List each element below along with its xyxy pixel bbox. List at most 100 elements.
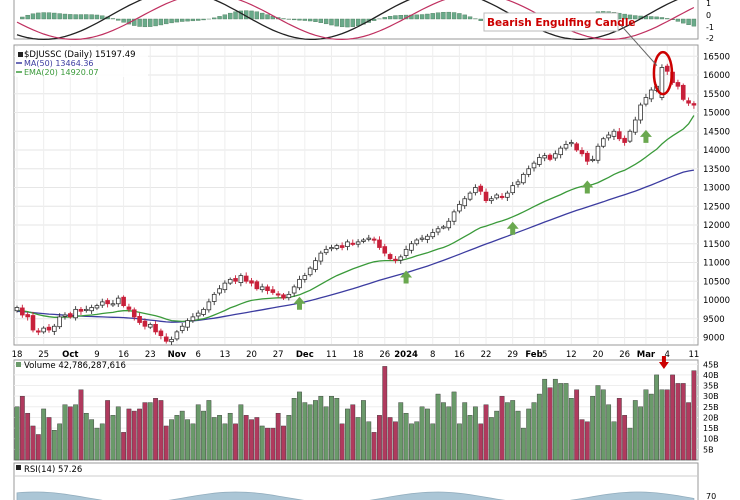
macd-histogram-bar: [435, 12, 441, 20]
candle-body: [281, 294, 286, 299]
annotation-box: [483, 12, 619, 32]
candle-body: [206, 301, 212, 311]
candle-body: [393, 258, 398, 262]
volume-bar: [393, 421, 398, 461]
volume-bar: [142, 402, 148, 461]
macd-histogram-bar: [627, 14, 633, 20]
volume-bar: [611, 421, 617, 461]
macd-histogram-bar: [52, 12, 57, 20]
up-arrow: [639, 129, 652, 143]
volume-bar: [675, 383, 681, 461]
macd-histogram-bar: [153, 18, 158, 27]
volume-bar: [686, 402, 691, 461]
x-tick-label: 18: [12, 350, 23, 360]
candle-body: [483, 191, 489, 202]
candle-body: [14, 307, 20, 312]
candle-body: [131, 309, 137, 318]
candle-body: [147, 323, 153, 328]
volume-bar: [329, 395, 334, 461]
volume-bar: [568, 398, 574, 461]
volume-bar: [46, 417, 52, 461]
volume-bar: [163, 425, 169, 461]
candle-body: [489, 198, 494, 202]
candle-body: [691, 103, 697, 106]
candle-body: [467, 192, 473, 200]
macd-histogram-bar: [89, 14, 94, 20]
price-tick-label: 9500: [703, 315, 725, 325]
candle-body: [414, 239, 420, 245]
candle-body: [174, 331, 180, 340]
candle-body: [110, 303, 116, 306]
candle-body: [675, 82, 681, 87]
volume-bar: [190, 423, 196, 461]
price-tick-label: 12500: [703, 202, 730, 212]
rsi-panel: [13, 462, 699, 500]
down-arrow: [658, 356, 669, 369]
candle-body: [233, 278, 238, 282]
candle-body: [601, 138, 606, 147]
volume-bar: [542, 378, 548, 461]
candle-body: [238, 275, 244, 283]
volume-bar: [78, 389, 84, 461]
candle-body: [648, 89, 654, 100]
macd-histogram-bar: [467, 16, 473, 20]
candle-body: [297, 278, 302, 289]
candle-body: [585, 152, 590, 162]
volume-bar: [536, 393, 542, 461]
volume-bar: [153, 398, 158, 461]
price-tick-label: 15500: [703, 90, 730, 100]
candle-body: [83, 308, 89, 311]
price-tick-label: 14000: [703, 146, 730, 156]
volume-bar: [472, 406, 478, 461]
volume-tick-label: 15B: [703, 424, 719, 433]
volume-bar: [286, 415, 292, 461]
volume-bar: [643, 389, 649, 461]
volume-bar: [584, 421, 590, 461]
candle-body: [627, 130, 633, 142]
volume-bar: [499, 395, 505, 461]
macd-histogram-bar: [73, 14, 78, 20]
candle-body: [46, 326, 52, 331]
price-panel: [13, 44, 699, 346]
price-tick-label: 13000: [703, 184, 730, 194]
rsi-area: [16, 491, 695, 500]
up-arrow: [506, 221, 519, 235]
candle-body: [371, 238, 377, 241]
volume-bar: [89, 419, 95, 461]
x-tick-label: 16: [118, 350, 129, 360]
volume-bar: [57, 423, 63, 461]
candle-body: [505, 192, 510, 198]
volume-bar: [451, 391, 457, 461]
volume-bar: [19, 395, 25, 461]
candle-body: [638, 104, 643, 121]
candle-body: [441, 226, 446, 229]
macd-histogram-bar: [334, 18, 339, 27]
volume-bar: [345, 408, 350, 461]
macd-histogram-bar: [318, 18, 324, 23]
price-tick-label: 9000: [703, 334, 725, 344]
volume-bar: [680, 383, 686, 461]
price-tick-label: 16000: [703, 71, 730, 81]
volume-bar: [249, 419, 254, 461]
candle-body: [616, 131, 622, 140]
candle-body: [201, 308, 206, 315]
volume-bar: [222, 423, 228, 461]
volume-bar: [691, 370, 697, 461]
candle-body: [622, 137, 627, 143]
engulfing-highlight-circle: [652, 50, 674, 96]
volume-bar: [195, 404, 201, 461]
volume-bar: [595, 385, 601, 461]
macd-histogram-bar: [36, 12, 41, 20]
candle-body: [611, 130, 617, 137]
macd-histogram-bar: [41, 12, 46, 20]
macd-histogram-bar: [355, 18, 361, 26]
macd-histogram-bar: [457, 13, 462, 20]
candle-body: [430, 232, 436, 238]
macd-histogram-bar: [265, 14, 270, 20]
macd-histogram-bar: [158, 18, 164, 26]
candle-body: [563, 143, 569, 149]
macd-histogram-bar: [313, 18, 318, 22]
macd-histogram-bar: [462, 14, 467, 20]
x-tick-label: 2024: [394, 350, 418, 360]
